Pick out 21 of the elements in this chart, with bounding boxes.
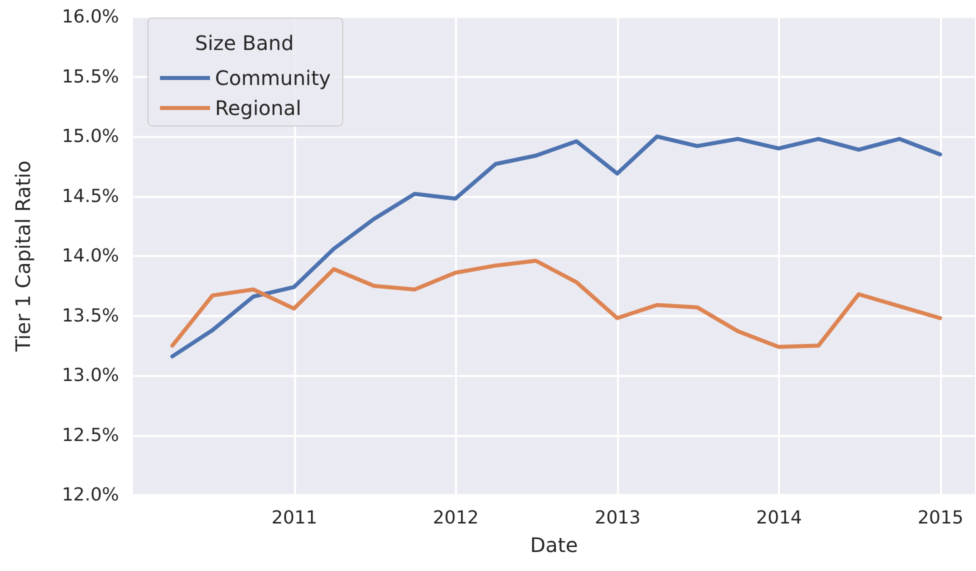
legend-label: Regional [215, 96, 302, 120]
y-tick-label: 12.0% [62, 484, 119, 506]
y-tick-label: 12.5% [62, 424, 119, 446]
y-tick-label: 14.5% [62, 186, 119, 207]
y-axis-title: Tier 1 Capital Ratio [11, 160, 35, 352]
line-series [170, 258, 942, 349]
y-tick-label: 15.5% [62, 66, 119, 88]
line-series [170, 134, 942, 358]
y-tick-label: 16.0% [62, 6, 119, 28]
y-tick-label: 15.0% [62, 126, 119, 147]
x-tick-label: 2012 [432, 508, 479, 528]
x-tick-label: 2015 [918, 508, 964, 528]
x-tick-label: 2014 [756, 508, 802, 528]
legend-label: Community [215, 66, 331, 90]
y-tick-label: 14.0% [62, 246, 119, 266]
x-tick-label: 2011 [272, 508, 318, 528]
x-axis-title: Date [530, 533, 578, 557]
legend-title: Size Band [195, 31, 294, 55]
y-tick-label: 13.5% [62, 305, 119, 326]
x-tick-label: 2013 [594, 508, 641, 528]
y-tick-label: 13.0% [62, 365, 119, 386]
